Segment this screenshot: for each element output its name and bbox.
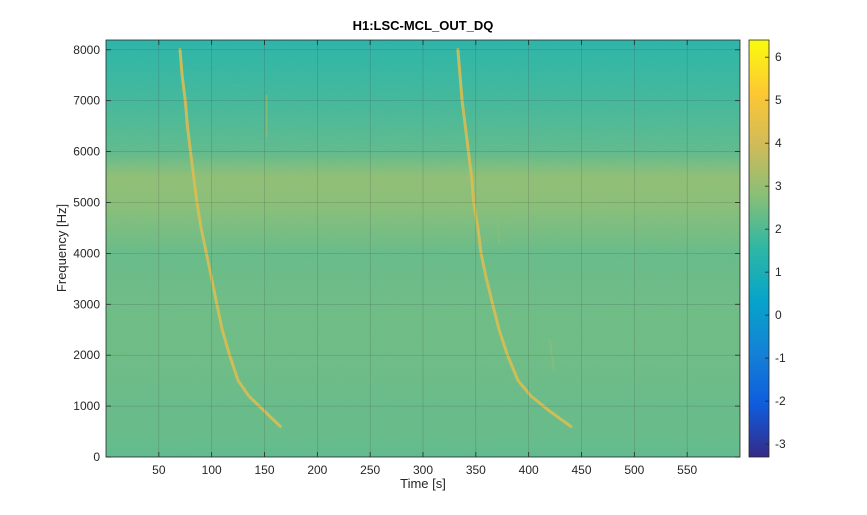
x-tick-label: 150 [254,463,274,477]
x-tick-label: 500 [624,463,644,477]
colorbar: -3 -2 -1 0 1 2 3 4 5 6 [748,39,786,458]
colorbar-tick-label: 0 [775,308,782,322]
colorbar-tick-label: -1 [775,351,786,365]
plot-area [106,40,740,457]
y-tick-label: 8000 [73,43,100,57]
x-tick-label: 100 [202,463,222,477]
colorbar-ticks: -3 -2 -1 0 1 2 3 4 5 6 [765,50,786,451]
y-tick-label: 5000 [73,195,100,209]
faint-line [496,201,500,244]
grid-layer [106,40,740,457]
colorbar-tick-label: -3 [775,437,786,451]
x-ticks: 50 100 150 200 250 300 350 400 450 500 550 [152,40,697,477]
y-tick-label: 7000 [73,94,100,108]
colorbar-tick-label: 4 [775,136,782,150]
chart-title: H1:LSC-MCL_OUT_DQ [353,18,494,33]
x-tick-label: 400 [519,463,539,477]
y-tick-label: 4000 [73,246,100,260]
x-tick-label: 450 [571,463,591,477]
y-tick-label: 3000 [73,297,100,311]
y-tick-label: 6000 [73,145,100,159]
faint-line [549,339,555,372]
x-tick-label: 50 [152,463,166,477]
x-tick-label: 200 [307,463,327,477]
colorbar-tick-label: 3 [775,179,782,193]
colorbar-tick-label: 2 [775,222,782,236]
x-axis-label: Time [s] [400,476,446,491]
x-tick-label: 300 [413,463,433,477]
x-tick-label: 350 [466,463,486,477]
chirp-track [178,48,282,428]
y-tick-label: 1000 [73,399,100,413]
noise-texture [106,40,740,457]
y-axis-label: Frequency [Hz] [54,204,69,292]
colorbar-tick-label: 1 [775,265,782,279]
chirp-track [456,48,573,428]
x-tick-label: 250 [360,463,380,477]
colorbar-tick-label: 5 [775,93,782,107]
chirp-tracks-layer [178,48,573,428]
x-tick-label: 550 [677,463,697,477]
y-tick-label: 2000 [73,348,100,362]
y-ticks: 0 1000 2000 3000 4000 5000 6000 7000 8000 [73,43,740,464]
colorbar-tick-label: 6 [775,50,782,64]
colorbar-tick-label: -2 [775,394,786,408]
colorbar-gradient [748,39,770,458]
y-tick-label: 0 [93,450,100,464]
